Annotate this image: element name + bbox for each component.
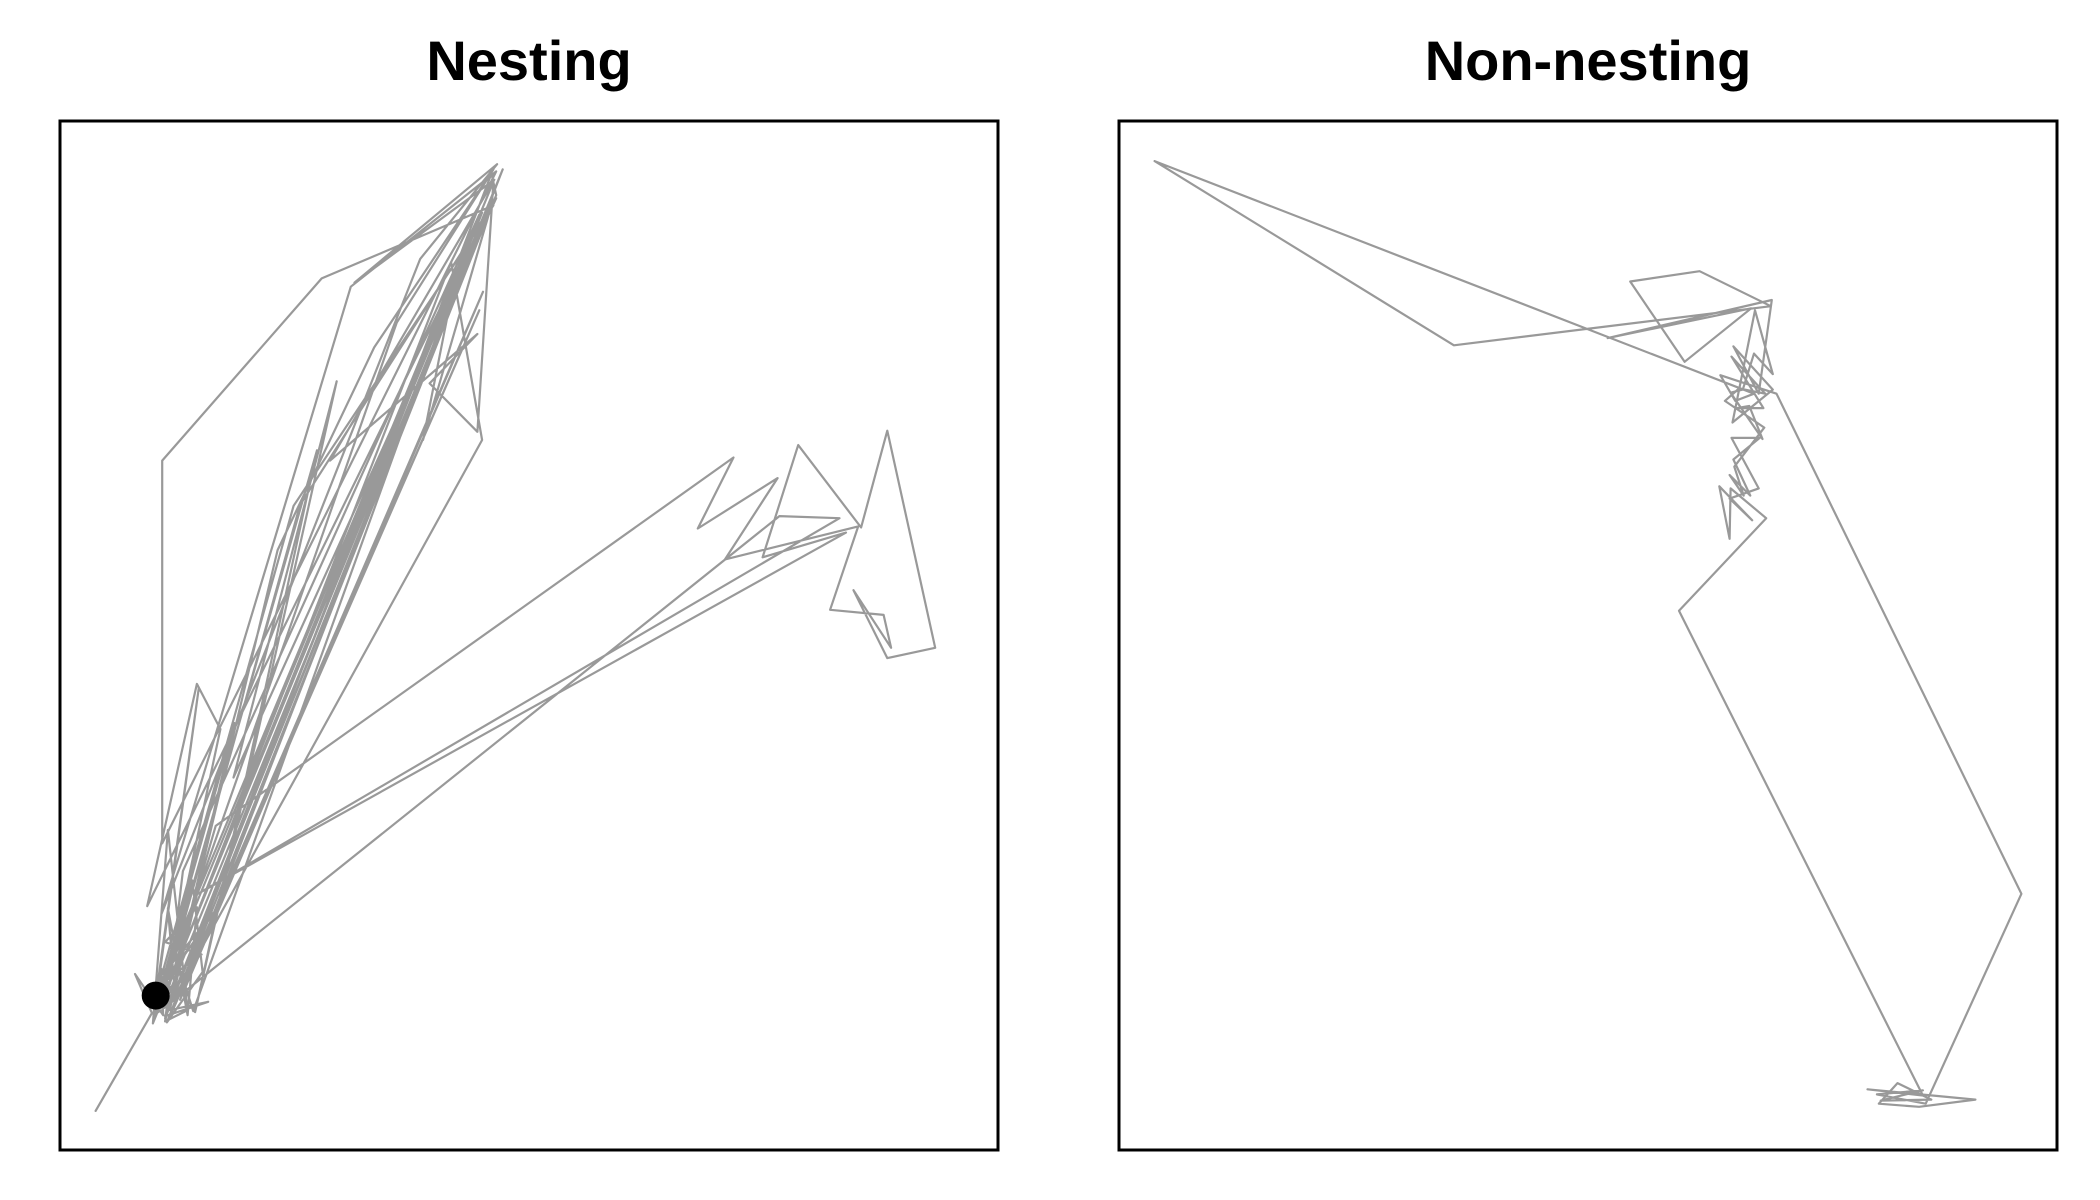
track-group-nesting [94, 163, 937, 1113]
panel-title-nesting: Nesting [426, 29, 631, 92]
track-group-non-nesting [1153, 160, 2023, 1108]
nest-location-point [141, 981, 170, 1010]
panel-non-nesting: Non-nesting [1117, 29, 2059, 1152]
plot-frame-nesting [58, 119, 1000, 1152]
panel-nesting: Nesting [58, 29, 1000, 1152]
track-line-non-nesting [1153, 160, 2023, 1108]
panel-title-non-nesting: Non-nesting [1425, 29, 1752, 92]
track-line-nesting [94, 163, 937, 1113]
plot-frame-non-nesting [1117, 119, 2059, 1152]
